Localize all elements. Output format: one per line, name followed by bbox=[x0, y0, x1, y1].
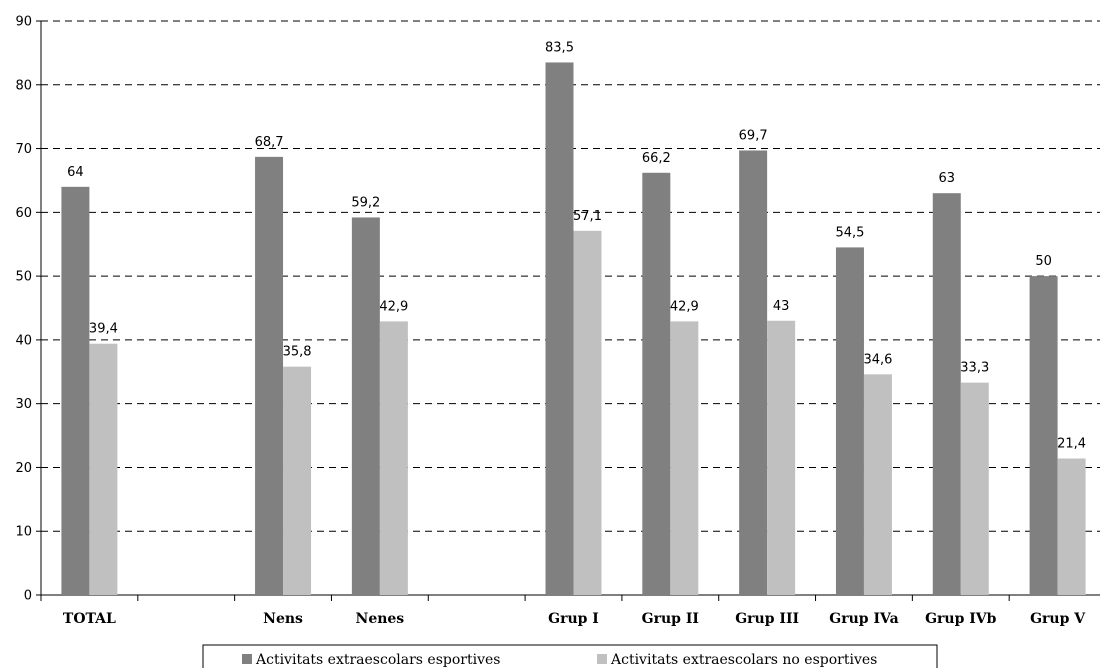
bar-esportives bbox=[932, 193, 961, 595]
data-label: 66,2 bbox=[642, 151, 671, 166]
bar-esportives bbox=[739, 150, 768, 596]
y-tick-label: 20 bbox=[15, 461, 32, 476]
legend-entry: Activitats extraescolars esportives bbox=[255, 652, 500, 668]
bar-esportives bbox=[545, 62, 574, 595]
data-labels: 64 68,7 59,2 83,5 66,2 69,7 54,5 63 50 39,4 35,8 42… bbox=[67, 40, 1086, 451]
category-label: Nenes bbox=[356, 611, 405, 627]
data-label: 54,5 bbox=[835, 225, 864, 240]
data-label: 34,6 bbox=[863, 352, 892, 367]
data-label: 63 bbox=[938, 171, 955, 186]
legend-swatch bbox=[597, 654, 607, 664]
bars bbox=[61, 62, 1086, 596]
data-label: 42,9 bbox=[670, 299, 699, 314]
data-label: 43 bbox=[773, 299, 790, 314]
y-tick-label: 30 bbox=[15, 397, 32, 412]
data-label: 68,7 bbox=[255, 135, 284, 150]
data-label: 39,4 bbox=[89, 322, 118, 337]
data-label: 21,4 bbox=[1057, 437, 1086, 452]
category-label: Grup IVb bbox=[925, 611, 997, 627]
data-label: 57,1 bbox=[573, 209, 602, 224]
legend-box bbox=[202, 644, 938, 668]
legend: Activitats extraescolars esportives Activ… bbox=[202, 644, 938, 668]
category-label: Grup II bbox=[642, 611, 699, 627]
y-tick-label: 70 bbox=[15, 142, 32, 157]
data-label: 50 bbox=[1035, 254, 1052, 269]
bar-no-esportives bbox=[1057, 458, 1086, 595]
data-label: 69,7 bbox=[739, 128, 768, 143]
category-label: Grup I bbox=[548, 611, 599, 627]
bar-no-esportives bbox=[283, 366, 312, 595]
bar-no-esportives bbox=[379, 321, 408, 595]
data-label: 59,2 bbox=[351, 195, 380, 210]
bar-no-esportives bbox=[670, 321, 699, 595]
y-tick-label: 10 bbox=[15, 525, 32, 540]
y-tick-label: 60 bbox=[15, 206, 32, 221]
category-label: Nens bbox=[263, 611, 303, 627]
bar-esportives bbox=[351, 217, 380, 596]
data-label: 42,9 bbox=[379, 299, 408, 314]
bar-esportives bbox=[255, 156, 284, 595]
y-tick-label: 0 bbox=[24, 589, 32, 604]
bar-esportives bbox=[61, 186, 90, 596]
bar-no-esportives bbox=[573, 230, 602, 595]
axes: 0 10 20 30 40 50 60 70 80 90 TOTAL Nens Nenes Grup I G… bbox=[15, 15, 1100, 627]
bar-no-esportives bbox=[960, 382, 989, 595]
bar-esportives bbox=[1029, 276, 1058, 595]
data-label: 83,5 bbox=[545, 40, 574, 55]
legend-swatch bbox=[242, 654, 252, 664]
category-label: TOTAL bbox=[63, 611, 116, 627]
y-tick-label: 90 bbox=[15, 15, 32, 30]
y-tick-label: 40 bbox=[15, 333, 32, 348]
data-label: 64 bbox=[67, 165, 84, 180]
bar-no-esportives bbox=[863, 374, 892, 595]
bar-no-esportives bbox=[89, 343, 118, 595]
category-label: Grup IVa bbox=[829, 611, 898, 627]
bar-no-esportives bbox=[767, 320, 796, 595]
category-label: Grup III bbox=[735, 611, 799, 627]
y-tick-label: 50 bbox=[15, 270, 32, 285]
data-label: 33,3 bbox=[960, 361, 989, 376]
bar-esportives bbox=[642, 172, 671, 595]
category-label: Grup V bbox=[1030, 611, 1086, 627]
legend-entry: Activitats extraescolars no esportives bbox=[610, 652, 877, 668]
data-label: 35,8 bbox=[283, 345, 312, 360]
y-tick-label: 80 bbox=[15, 78, 32, 93]
bar-esportives bbox=[835, 247, 864, 595]
